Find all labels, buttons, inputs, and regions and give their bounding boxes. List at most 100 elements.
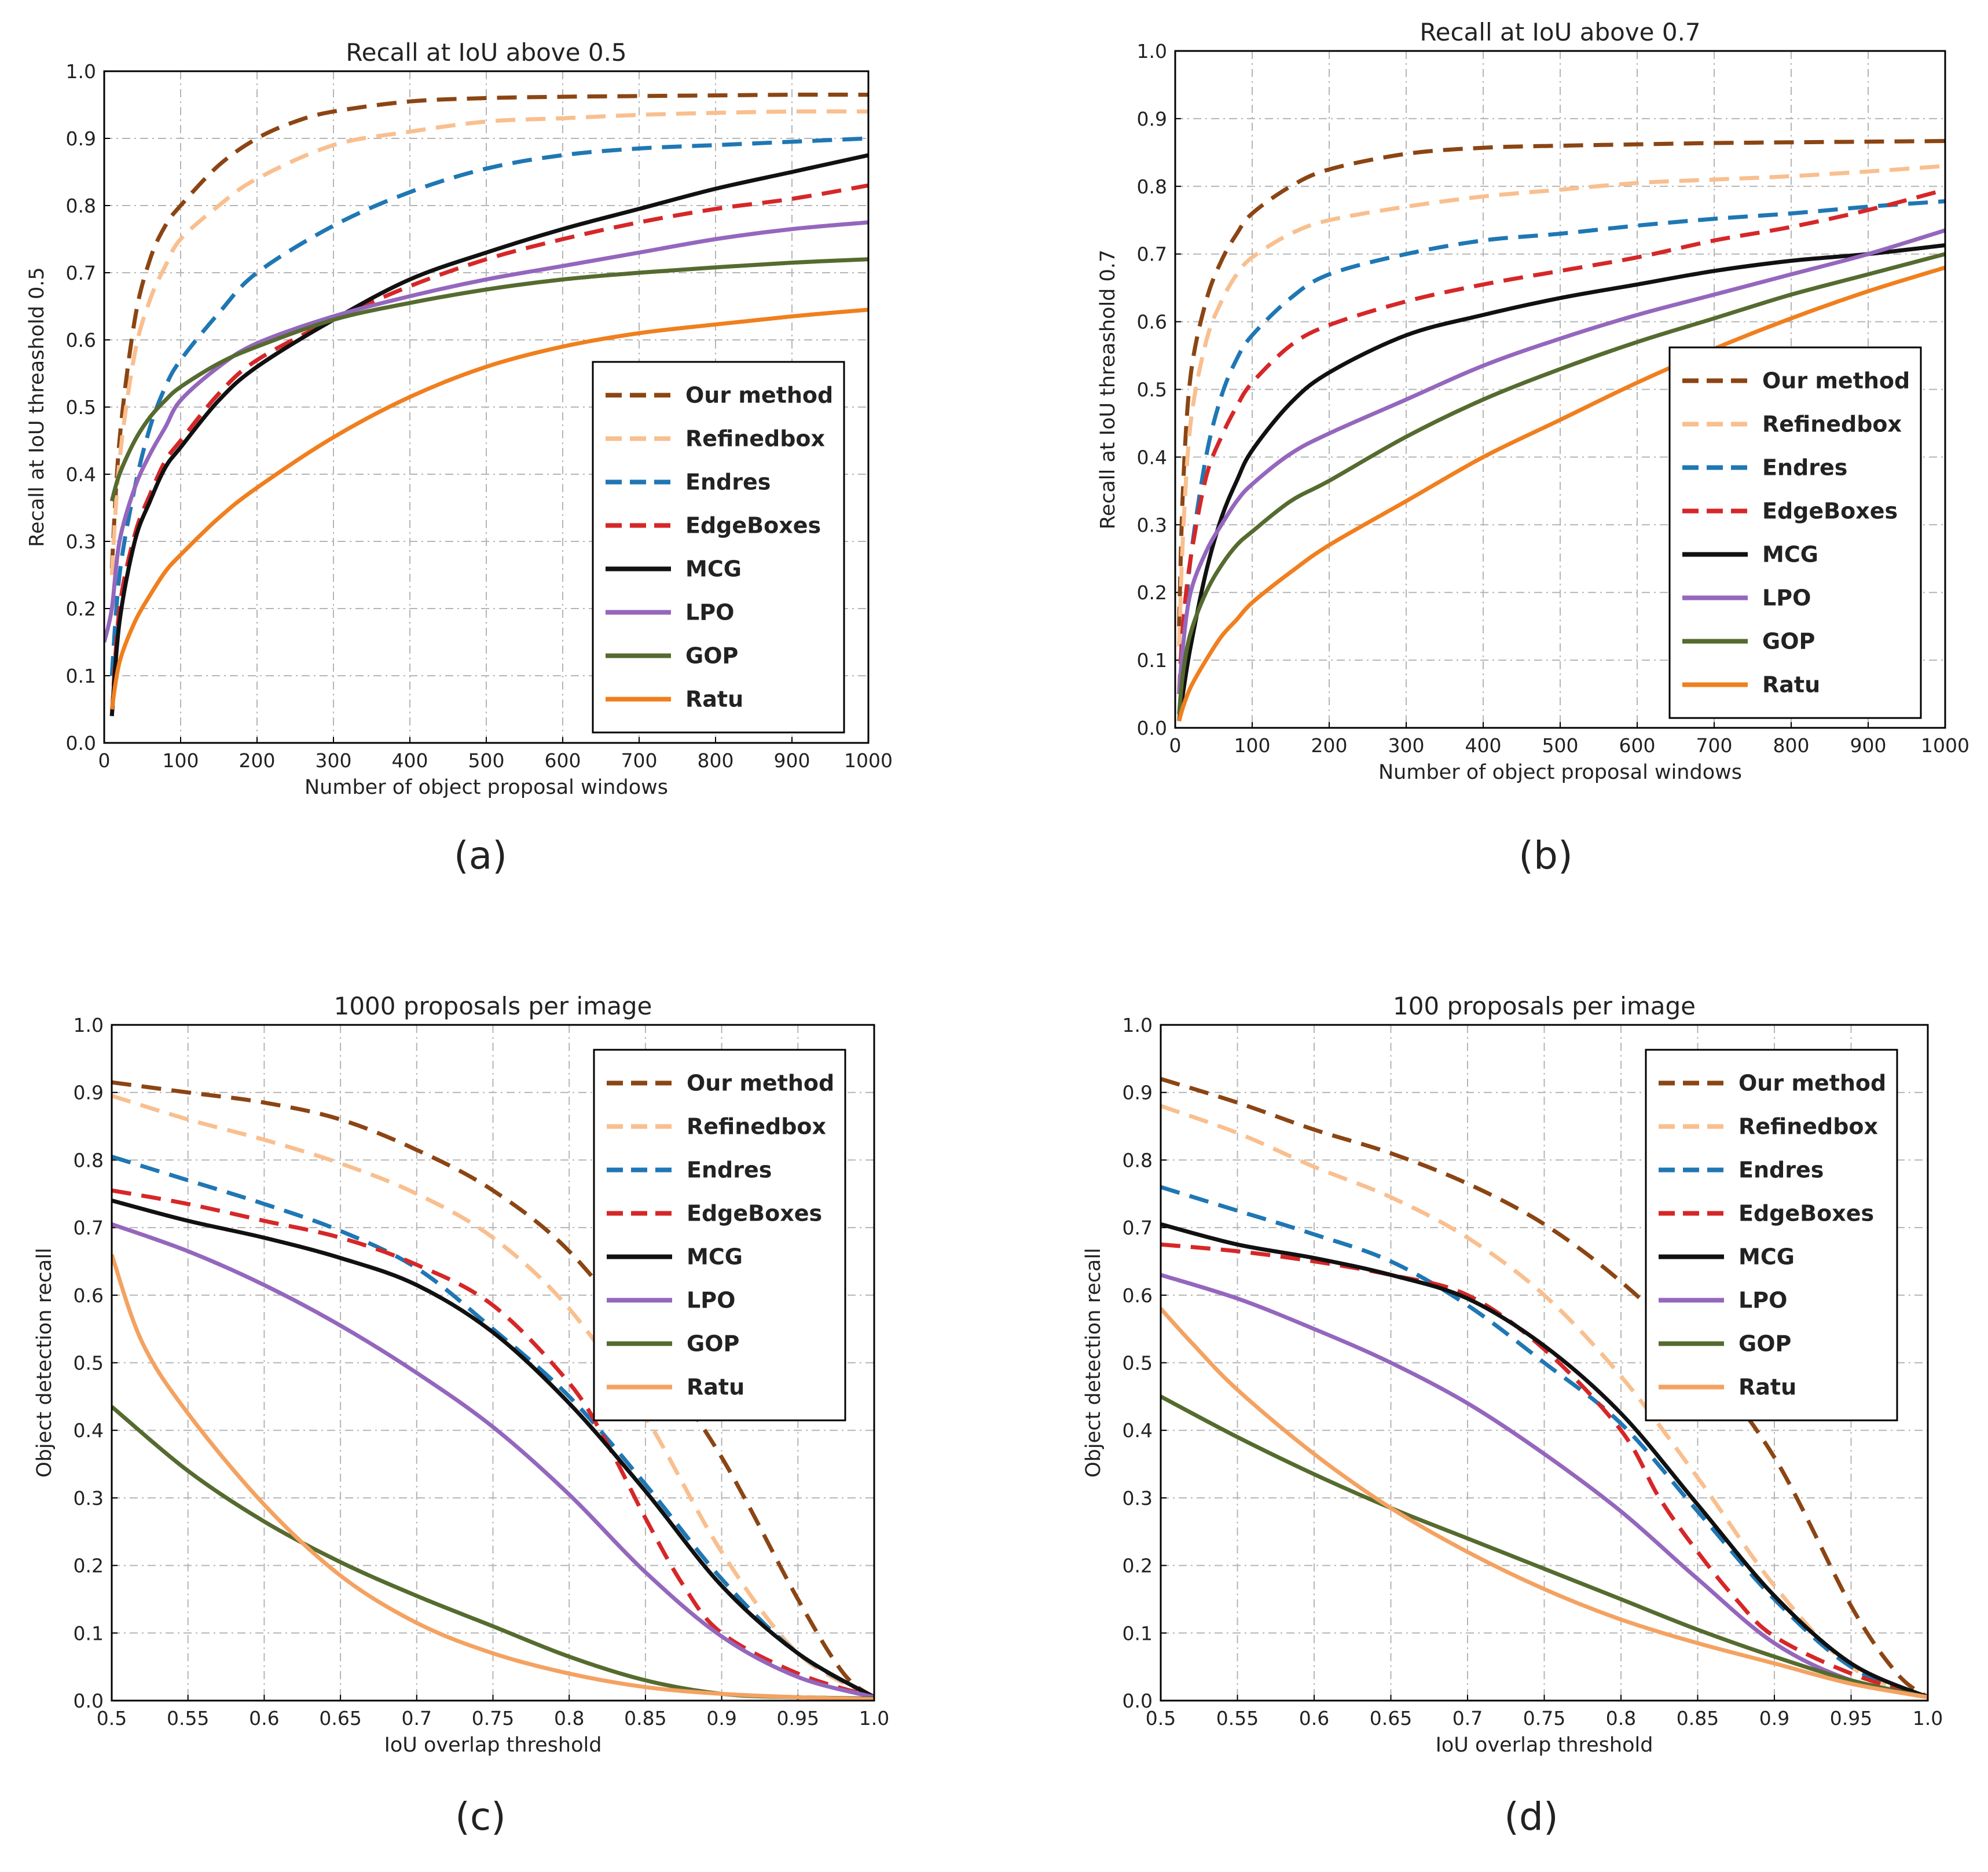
x-tick-label: 600 [545,749,581,772]
y-tick-label: 1.0 [1123,1014,1153,1036]
y-tick-label: 0.9 [1123,1082,1153,1104]
x-tick-label: 1.0 [1913,1707,1943,1730]
panel-label: (a) [454,833,507,878]
x-tick-label: 100 [1234,734,1271,757]
chart-title: Recall at IoU above 0.5 [346,38,626,67]
series-line-gop [109,257,868,502]
series-line-gop [1161,1394,1928,1699]
series-line-our-method [112,1080,874,1699]
panel-label: (c) [455,1794,506,1839]
legend-label: Refinedbox [1738,1114,1878,1140]
x-tick-label: 0.55 [1216,1707,1259,1730]
legend-label: Endres [1738,1157,1824,1183]
chart-panel-2: 0 100 200 300 400 500 600 700 800 900 1000 0.0 0.1 0.… [1096,18,1969,878]
x-tick-label: 900 [774,749,810,772]
chart-panel-4: 0.5 0.55 0.6 0.65 0.7 0.75 0.8 0.85 0.9 0.95 1.0 0.… [1082,992,1943,1839]
legend: Our method Refinedbox Endres EdgeBoxes MCG LP… [593,1049,846,1422]
legend-label: LPO [1762,585,1811,611]
y-tick-label: 1.0 [66,60,96,83]
x-tick-label: 400 [1465,734,1502,757]
chart-title: 1000 proposals per image [334,992,652,1020]
legend-label: Ratu [1738,1375,1796,1400]
panel-label: (d) [1504,1794,1558,1839]
y-tick-label: 0.2 [74,1555,104,1577]
x-axis-label: Number of object proposal windows [305,776,668,799]
y-tick-label: 0.8 [66,195,96,217]
legend-box [592,361,845,734]
x-tick-label: 0.7 [1453,1707,1483,1730]
plot-frame [1160,1024,1929,1702]
x-tick-label: 0.75 [472,1707,514,1730]
x-tick-label: 300 [316,749,352,772]
x-tick-label: 1.0 [859,1707,889,1730]
legend-label: Our method [687,1071,834,1096]
legend-label: GOP [687,1331,739,1357]
legend-label: Endres [687,1157,772,1183]
y-tick-label: 0.0 [66,732,96,754]
legend-label: Endres [685,470,771,495]
y-tick-label: 0.4 [66,463,96,486]
y-axis-label: Recall at IoU threashold 0.7 [1096,250,1120,529]
legend-label: GOP [1738,1331,1791,1357]
y-tick-label: 0.8 [74,1149,104,1171]
legend-label: EdgeBoxes [1738,1201,1874,1226]
x-tick-label: 700 [621,749,658,772]
x-tick-label: 500 [468,749,505,772]
y-tick-label: 0.3 [74,1487,104,1510]
legend-box [593,1049,846,1422]
y-tick-label: 0.1 [1137,649,1167,672]
y-tick-label: 0.1 [66,665,96,687]
x-tick-label: 0.8 [1606,1707,1636,1730]
series-line-endres [1161,1185,1928,1699]
y-tick-label: 0.9 [66,127,96,150]
y-axis-label: Recall at IoU threashold 0.5 [25,267,49,547]
y-tick-label: 0.9 [74,1082,104,1104]
series-line-lpo [1161,1273,1928,1699]
x-tick-label: 900 [1850,734,1887,757]
series-line-refinedbox [109,109,868,576]
x-tick-label: 700 [1696,734,1733,757]
x-tick-label: 100 [163,749,199,772]
y-tick-label: 0.5 [66,396,96,419]
x-tick-label: 0.9 [1759,1707,1789,1730]
chart-title: Recall at IoU above 0.7 [1420,18,1700,46]
series-line-our-method [1177,139,1945,627]
series-line-gop [1177,252,1945,715]
y-tick-label: 0.6 [66,329,96,351]
series-group [112,1080,874,1701]
x-tick-label: 0.85 [624,1707,666,1730]
legend-label: EdgeBoxes [685,513,821,538]
legend-label: Refinedbox [1762,412,1902,437]
series-line-our-method [1161,1077,1928,1699]
legend-label: MCG [1738,1244,1795,1270]
y-tick-label: 0.5 [74,1352,104,1375]
x-tick-label: 300 [1388,734,1425,757]
plot-frame [111,1024,875,1702]
y-tick-label: 0.8 [1123,1149,1153,1171]
x-tick-label: 0 [1169,734,1182,757]
legend-label: Our method [1738,1071,1886,1096]
y-axis-label: Object detection recall [33,1248,56,1478]
chart-panel-1: 0 100 200 300 400 500 600 700 800 900 1000 0.0 0.1 0.… [25,38,893,878]
legend-label: EdgeBoxes [1762,499,1898,524]
y-tick-label: 0.8 [1137,175,1167,198]
series-group [104,93,868,716]
series-line-refinedbox [1177,164,1945,647]
series-line-lpo [1177,228,1945,694]
series-line-edgeboxes [112,1188,874,1699]
x-tick-label: 800 [1773,734,1810,757]
x-tick-label: 1000 [1921,734,1969,757]
series-line-lpo [112,1222,874,1699]
x-tick-label: 0.95 [1830,1707,1872,1730]
y-tick-label: 0.9 [1137,108,1167,130]
y-tick-label: 0.7 [1137,243,1167,266]
y-tick-label: 0.3 [1137,514,1167,536]
legend-label: LPO [687,1288,735,1313]
series-line-edgeboxes [1161,1242,1928,1699]
plot-frame [103,70,870,744]
x-axis-label: IoU overlap threshold [1436,1734,1653,1757]
legend-box [1668,346,1922,719]
x-tick-label: 0.55 [167,1707,209,1730]
series-group [1177,139,1945,722]
